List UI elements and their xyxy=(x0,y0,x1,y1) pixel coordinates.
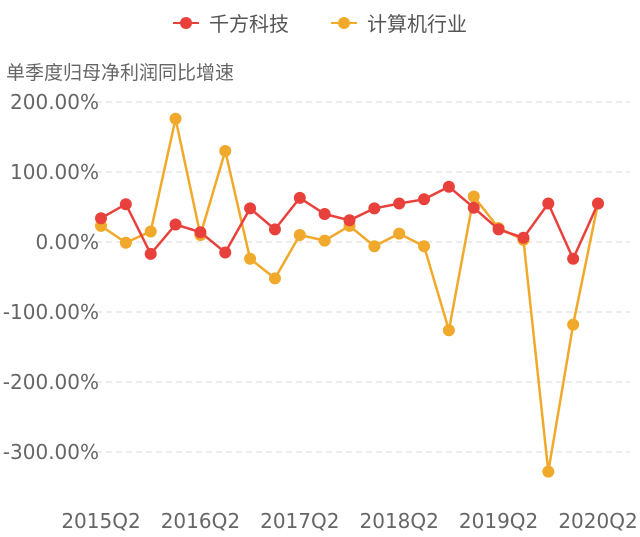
data-point-series-1 xyxy=(442,180,455,193)
data-point-series-1 xyxy=(293,191,306,204)
y-tick-label: -100.00% xyxy=(3,300,99,324)
data-point-series-1 xyxy=(542,197,555,210)
y-tick-label: 0.00% xyxy=(35,230,99,254)
data-point-series-1 xyxy=(368,202,381,215)
y-axis-title: 单季度归母净利润同比增速 xyxy=(6,62,235,84)
data-point-series-1 xyxy=(393,197,406,210)
data-point-series-2 xyxy=(467,190,480,203)
data-point-series-1 xyxy=(95,212,107,225)
legend-swatch-series-2 xyxy=(331,16,357,30)
y-tick-label: -300.00% xyxy=(3,440,99,464)
data-point-series-2 xyxy=(244,252,257,265)
x-tick-label: 2020Q2 xyxy=(558,509,637,533)
data-point-series-2 xyxy=(542,465,555,478)
x-tick-label: 2015Q2 xyxy=(61,509,140,533)
y-tick-label: 200.00% xyxy=(10,90,99,114)
legend-label-series-2: 计算机行业 xyxy=(367,12,467,36)
legend-label-series-1: 千方科技 xyxy=(209,12,289,36)
y-tick-label: -200.00% xyxy=(3,370,99,394)
data-point-series-2 xyxy=(442,324,455,337)
legend: 千方科技 计算机行业 xyxy=(0,8,640,37)
data-point-series-1 xyxy=(418,193,431,206)
data-point-series-2 xyxy=(318,234,331,247)
data-point-series-1 xyxy=(169,218,182,231)
legend-item-series-2[interactable]: 计算机行业 xyxy=(331,8,467,37)
data-point-series-2 xyxy=(567,318,580,331)
data-point-series-1 xyxy=(467,201,480,214)
data-point-series-2 xyxy=(268,272,281,285)
data-point-series-1 xyxy=(144,247,157,260)
data-point-series-1 xyxy=(567,252,580,265)
y-tick-label: 100.00% xyxy=(10,160,99,184)
data-point-series-2 xyxy=(119,236,132,249)
data-point-series-1 xyxy=(244,202,257,215)
data-point-series-1 xyxy=(119,198,132,211)
data-point-series-2 xyxy=(169,112,182,125)
x-tick-label: 2016Q2 xyxy=(161,509,240,533)
legend-swatch-series-1 xyxy=(173,16,199,30)
data-point-series-2 xyxy=(418,240,431,253)
legend-item-series-1[interactable]: 千方科技 xyxy=(173,8,289,37)
data-point-series-1 xyxy=(492,223,505,236)
x-tick-label: 2018Q2 xyxy=(360,509,439,533)
data-point-series-1 xyxy=(592,197,604,210)
data-point-series-1 xyxy=(194,226,207,239)
data-point-series-2 xyxy=(219,145,232,157)
data-point-series-2 xyxy=(293,229,306,241)
data-point-series-1 xyxy=(318,208,331,220)
data-point-series-2 xyxy=(393,227,406,240)
data-point-series-2 xyxy=(368,240,381,253)
data-point-series-1 xyxy=(343,214,356,227)
data-point-series-1 xyxy=(268,223,281,236)
data-point-series-1 xyxy=(219,246,232,259)
data-point-series-1 xyxy=(517,231,530,244)
x-tick-label: 2019Q2 xyxy=(459,509,538,533)
data-point-series-2 xyxy=(144,225,157,238)
x-tick-label: 2017Q2 xyxy=(260,509,339,533)
